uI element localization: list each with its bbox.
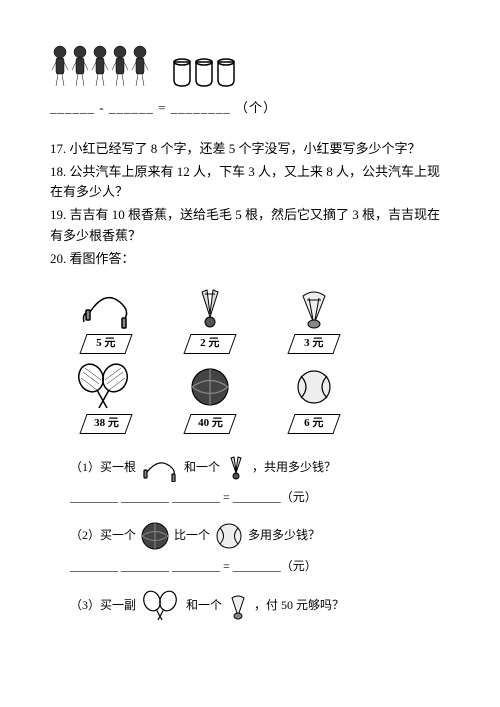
blank: ________ bbox=[171, 100, 231, 115]
item-basketball: 40 元 bbox=[164, 362, 256, 434]
question-18: 18. 公共汽车上原来有 12 人，下车 3 人，又上来 8 人，公共汽车上现在… bbox=[50, 162, 450, 204]
badminton-icon bbox=[187, 282, 233, 332]
operator: - bbox=[99, 100, 104, 115]
text: （3）买一副 bbox=[70, 596, 136, 615]
kids-figure bbox=[50, 40, 150, 90]
baseball-small-icon bbox=[214, 521, 244, 551]
sub-question-1: （1）买一根 和一个 ，共用多少钱？ bbox=[70, 454, 450, 482]
price-tag: 40 元 bbox=[183, 414, 236, 434]
equals: = bbox=[158, 100, 166, 115]
text: ，付 50 元够吗？ bbox=[254, 596, 344, 615]
text: 多用多少钱？ bbox=[248, 526, 320, 545]
text: ，共用多少钱？ bbox=[252, 458, 336, 477]
price-tag: 6 元 bbox=[287, 414, 340, 434]
equation-blank: ______ - ______ = ________ （个） bbox=[50, 98, 450, 119]
price-tag: 38 元 bbox=[79, 414, 132, 434]
unit: （个） bbox=[235, 100, 277, 115]
blank: ______ bbox=[50, 100, 95, 115]
price-tag: 5 元 bbox=[79, 334, 132, 354]
text: （1）买一根 bbox=[70, 458, 136, 477]
sub-question-3: （3）买一副 和一个 ，付 50 元够吗？ bbox=[70, 590, 450, 622]
calc-line-1: ________ ________ ________ = ________（元） bbox=[70, 488, 450, 507]
price-text: 3 元 bbox=[304, 335, 323, 353]
basketball-small-icon bbox=[140, 521, 170, 551]
price-text: 38 元 bbox=[94, 415, 119, 433]
calc-line-2: ________ ________ ________ = ________（元） bbox=[70, 557, 450, 576]
cups-figure bbox=[170, 54, 240, 90]
shuttlecock-small-icon bbox=[226, 592, 250, 620]
badminton-small-icon bbox=[224, 454, 248, 482]
price-tag: 3 元 bbox=[287, 334, 340, 354]
rackets-small-icon bbox=[140, 590, 182, 622]
text: 比一个 bbox=[174, 526, 210, 545]
top-image-row bbox=[50, 40, 450, 90]
question-17: 17. 小红已经写了 8 个字，还差 5 个字没写，小红要写多少个字？ bbox=[50, 139, 450, 160]
jumprope-icon bbox=[76, 282, 136, 332]
item-jumprope: 5 元 bbox=[60, 282, 152, 354]
basketball-icon bbox=[187, 362, 233, 412]
question-19: 19. 吉吉有 10 根香蕉，送给毛毛 5 根，然后它又摘了 3 根，吉吉现在有… bbox=[50, 205, 450, 247]
shuttlecock-icon bbox=[291, 282, 337, 332]
rackets-icon bbox=[73, 362, 139, 412]
sub-question-2: （2）买一个 比一个 多用多少钱？ bbox=[70, 521, 450, 551]
price-text: 5 元 bbox=[96, 335, 115, 353]
text: 和一个 bbox=[186, 596, 222, 615]
text: （2）买一个 bbox=[70, 526, 136, 545]
price-text: 40 元 bbox=[198, 415, 223, 433]
item-shuttlecock: 3 元 bbox=[268, 282, 360, 354]
item-rackets: 38 元 bbox=[60, 362, 152, 434]
text: 和一个 bbox=[184, 458, 220, 477]
item-baseball: 6 元 bbox=[268, 362, 360, 434]
question-20: 20. 看图作答： bbox=[50, 249, 450, 270]
blank: ______ bbox=[109, 100, 154, 115]
baseball-icon bbox=[291, 362, 337, 412]
price-text: 2 元 bbox=[200, 335, 219, 353]
price-items-grid: 5 元 2 元 3 元 38 元 40 元 6 元 bbox=[60, 282, 360, 434]
price-text: 6 元 bbox=[304, 415, 323, 433]
item-badminton: 2 元 bbox=[164, 282, 256, 354]
jumprope-small-icon bbox=[140, 454, 180, 482]
price-tag: 2 元 bbox=[183, 334, 236, 354]
